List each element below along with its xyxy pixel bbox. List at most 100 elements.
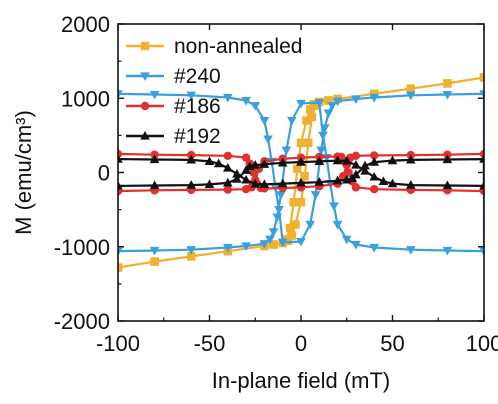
data-point (341, 174, 352, 184)
data-point (118, 263, 123, 272)
data-point (316, 146, 326, 156)
data-point (310, 191, 321, 200)
legend-entry: #192 (126, 125, 221, 148)
data-point (341, 155, 352, 165)
data-point (479, 90, 484, 99)
data-point (323, 109, 334, 119)
data-point (305, 105, 315, 114)
data-point (269, 240, 278, 249)
x-axis-title: In-plane field (mT) (212, 368, 391, 393)
legend-entry: #240 (126, 65, 221, 88)
data-point (296, 237, 306, 247)
data-point (351, 160, 361, 169)
data-point (318, 131, 328, 141)
data-point (369, 93, 379, 103)
data-point (293, 164, 302, 173)
y-tick-label: 0 (98, 161, 110, 186)
data-point (259, 159, 270, 168)
data-point (250, 179, 261, 188)
data-point (314, 177, 325, 186)
data-point (305, 220, 315, 230)
x-tick-label: -100 (96, 331, 140, 356)
data-point (118, 90, 123, 99)
data-point (289, 198, 298, 207)
data-point (443, 79, 452, 88)
data-point (186, 180, 196, 189)
data-point (259, 116, 270, 126)
plot-area (118, 73, 484, 272)
x-tick-label: 0 (295, 331, 307, 356)
data-point (479, 154, 484, 163)
axes: -100 -50 0 50 100 -2000 -1000 0 1000 2000 (54, 12, 498, 356)
data-point (302, 116, 311, 125)
data-point (406, 91, 416, 101)
data-point (223, 185, 232, 194)
data-point (241, 96, 251, 106)
data-point (241, 153, 251, 162)
data-point (277, 157, 288, 167)
data-point (307, 112, 317, 122)
x-tick-label: 50 (380, 331, 404, 356)
data-point (268, 228, 279, 237)
data-point (259, 179, 270, 188)
legend-label: #186 (174, 95, 221, 118)
data-point (329, 202, 339, 211)
data-point (479, 247, 484, 257)
series-4 (118, 154, 484, 190)
data-point (332, 175, 343, 185)
data-point (387, 155, 398, 165)
data-point (291, 220, 300, 229)
data-point (287, 116, 297, 126)
data-point (223, 151, 232, 160)
data-point (263, 135, 273, 145)
data-point (370, 185, 379, 194)
data-point (378, 176, 389, 186)
data-point (387, 178, 398, 188)
data-point (281, 146, 292, 156)
legend-marker (140, 131, 150, 140)
data-point (223, 243, 233, 253)
data-point (442, 246, 453, 256)
data-point (149, 180, 160, 190)
y-tick-label: -2000 (54, 309, 110, 334)
data-point (276, 191, 286, 200)
data-point (223, 93, 233, 103)
data-point (360, 160, 370, 170)
data-point (351, 183, 361, 192)
data-point (150, 257, 159, 266)
data-point (442, 180, 453, 190)
data-point (406, 84, 415, 93)
data-point (259, 240, 270, 249)
data-point (250, 102, 261, 111)
data-point (250, 160, 261, 169)
data-point (332, 220, 343, 230)
legend-entry: non-annealed (126, 35, 302, 58)
data-point (369, 243, 379, 253)
data-point (232, 174, 242, 183)
data-point (369, 171, 379, 181)
data-point (406, 246, 416, 255)
legend-entry: #186 (126, 95, 221, 118)
data-point (204, 179, 215, 188)
data-point (479, 73, 484, 82)
data-point (149, 90, 160, 100)
data-point (149, 154, 160, 164)
data-point (118, 180, 123, 190)
data-point (442, 154, 453, 164)
legend-marker (140, 41, 150, 51)
y-tick-label: 2000 (61, 12, 110, 37)
data-point (347, 173, 358, 183)
data-point (223, 177, 233, 187)
data-point (272, 213, 283, 223)
data-point (296, 99, 306, 109)
series-2 (118, 90, 484, 257)
legend-label: non-annealed (174, 35, 302, 58)
legend-marker (140, 72, 150, 81)
series-line (118, 92, 484, 253)
data-point (369, 157, 379, 166)
data-point (285, 223, 295, 233)
data-point (277, 178, 288, 188)
data-point (118, 154, 123, 163)
